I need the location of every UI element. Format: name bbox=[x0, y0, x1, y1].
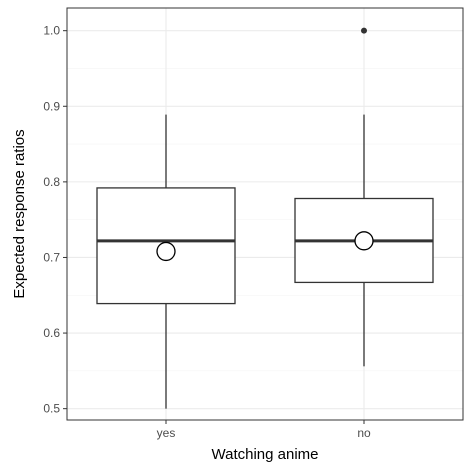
x-axis-title: Watching anime bbox=[212, 446, 319, 463]
x-axis: yes no bbox=[157, 420, 371, 440]
y-tick-label: 1.0 bbox=[43, 24, 60, 38]
y-tick-label: 0.5 bbox=[43, 402, 60, 416]
y-axis: 0.5 0.6 0.7 0.8 0.9 1.0 bbox=[43, 24, 67, 416]
outlier-point bbox=[361, 27, 367, 34]
panel-border bbox=[66, 7, 464, 421]
box-yes bbox=[96, 114, 236, 409]
mean-marker bbox=[354, 231, 374, 251]
x-tick-label-no: no bbox=[357, 426, 371, 440]
box-no bbox=[294, 27, 434, 367]
x-tick-label-yes: yes bbox=[157, 426, 176, 440]
mean-marker bbox=[156, 241, 176, 262]
y-axis-title: Expected response ratios bbox=[11, 129, 28, 298]
y-tick-label: 0.7 bbox=[43, 250, 60, 264]
boxes-layer bbox=[96, 27, 434, 409]
y-tick-label: 0.8 bbox=[43, 175, 60, 189]
y-tick-label: 0.6 bbox=[43, 326, 60, 340]
y-tick-label: 0.9 bbox=[43, 99, 60, 113]
